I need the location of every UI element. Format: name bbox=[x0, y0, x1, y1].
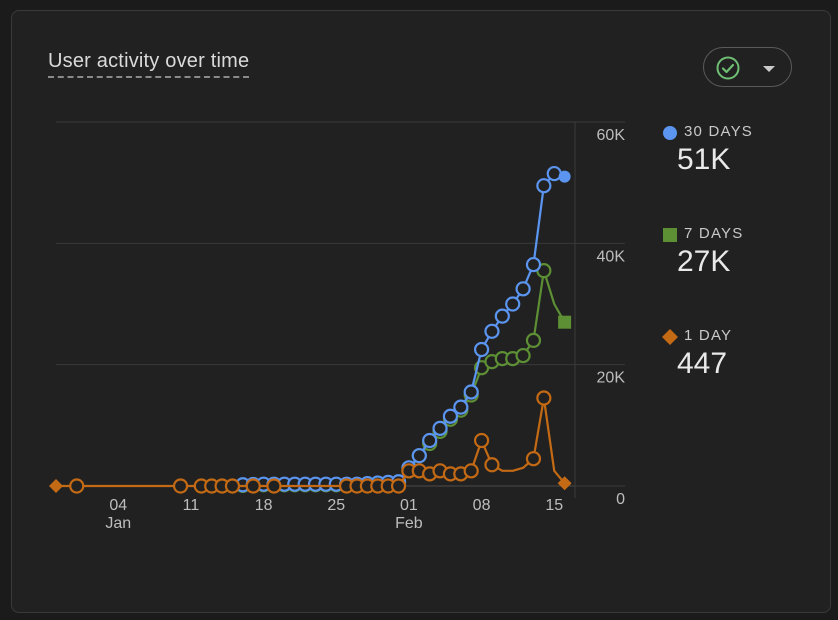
x-tick-label: 25 bbox=[327, 497, 345, 514]
caret-down-icon bbox=[763, 66, 775, 72]
data-point-day1 bbox=[557, 476, 572, 491]
activity-card bbox=[11, 10, 831, 613]
x-tick-label: 15 bbox=[545, 497, 563, 514]
check-circle-icon bbox=[716, 56, 740, 80]
legend-diamond-marker bbox=[662, 329, 678, 345]
data-point-days30 bbox=[484, 323, 500, 339]
data-point-days30 bbox=[442, 408, 459, 424]
chart-title[interactable]: User activity over time bbox=[48, 50, 250, 78]
series-line-days30 bbox=[242, 172, 565, 486]
status-dropdown-button[interactable] bbox=[703, 47, 792, 87]
data-point-days30 bbox=[546, 165, 562, 182]
x-tick-sublabel: Feb bbox=[395, 515, 423, 532]
data-point-day1 bbox=[536, 390, 552, 406]
legend-label: 30 DAYS bbox=[684, 123, 753, 140]
data-point-days30 bbox=[505, 296, 521, 312]
x-tick-label: 04 bbox=[109, 497, 127, 514]
y-tick-label: 20K bbox=[597, 370, 626, 387]
data-point-days30 bbox=[558, 170, 571, 183]
data-point-days30 bbox=[525, 256, 542, 273]
data-point-days30 bbox=[453, 399, 469, 415]
data-point-day1 bbox=[463, 463, 479, 479]
x-tick-label: 08 bbox=[473, 497, 491, 514]
legend-label: 7 DAYS bbox=[684, 225, 744, 242]
data-point-days30 bbox=[463, 384, 479, 400]
data-point-day1 bbox=[49, 479, 63, 493]
data-point-days7 bbox=[558, 315, 572, 329]
y-tick-label: 0 bbox=[616, 491, 625, 508]
y-tick-label: 60K bbox=[597, 127, 626, 144]
data-point-days30 bbox=[432, 420, 448, 436]
data-point-day1 bbox=[484, 457, 500, 473]
legend-square-marker bbox=[663, 228, 677, 242]
legend-value: 27K bbox=[677, 245, 731, 278]
data-point-days7 bbox=[525, 332, 542, 348]
data-point-day1 bbox=[473, 432, 490, 449]
y-tick-label: 40K bbox=[597, 248, 626, 265]
data-point-days30 bbox=[422, 432, 438, 449]
x-tick-label: 01 bbox=[400, 497, 418, 514]
data-point-days30 bbox=[411, 448, 427, 464]
data-point-days7 bbox=[515, 347, 531, 364]
legend-label: 1 DAY bbox=[684, 327, 733, 344]
data-point-days30 bbox=[494, 308, 510, 324]
x-tick-label: 18 bbox=[255, 497, 273, 514]
x-tick-label: 11 bbox=[183, 497, 200, 514]
data-point-day1 bbox=[245, 478, 261, 494]
data-point-days30 bbox=[515, 281, 531, 297]
legend-circle-marker bbox=[663, 126, 677, 140]
data-point-day1 bbox=[69, 478, 85, 494]
data-point-days30 bbox=[473, 341, 490, 358]
legend-value: 51K bbox=[677, 143, 731, 176]
data-point-day1 bbox=[224, 478, 241, 494]
data-point-days30 bbox=[536, 178, 552, 194]
data-point-day1 bbox=[390, 478, 407, 494]
data-point-day1 bbox=[266, 478, 282, 494]
legend-value: 447 bbox=[677, 347, 728, 380]
x-tick-sublabel: Jan bbox=[105, 515, 131, 532]
data-point-day1 bbox=[525, 451, 542, 467]
data-point-day1 bbox=[172, 478, 189, 494]
